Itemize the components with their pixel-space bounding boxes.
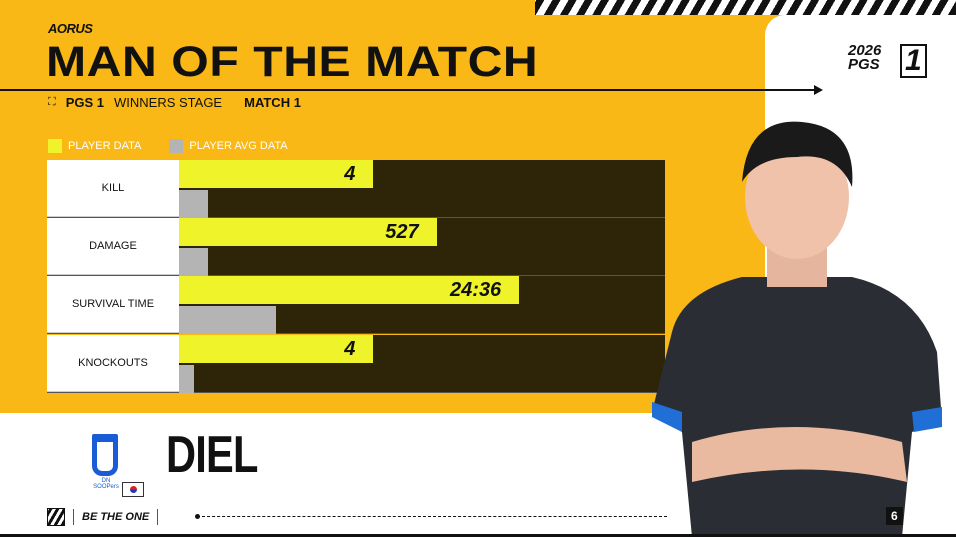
logo-name: PGS	[848, 56, 880, 73]
slogan: BE THE ONE	[73, 509, 159, 525]
avg-bar	[179, 190, 209, 218]
stat-label: KNOCKOUTS	[47, 335, 179, 392]
expand-icon: ⛶	[48, 96, 56, 108]
dotted-arrow	[195, 514, 667, 519]
legend-label: PLAYER AVG DATA	[189, 140, 288, 152]
event-name: PGS 1	[65, 95, 104, 110]
stat-row: SURVIVAL TIME 24:36	[47, 276, 665, 334]
aorus-logo: AORUS	[48, 21, 93, 36]
hazard-stripes	[535, 0, 956, 15]
footer: BE THE ONE	[47, 508, 159, 526]
stat-row: KILL 4	[47, 160, 665, 218]
player-photo	[652, 121, 942, 537]
south-korea-flag-icon	[122, 482, 144, 497]
player-bar: 4	[179, 160, 374, 188]
hatch-icon	[47, 508, 65, 526]
logo-number: 1	[900, 44, 927, 78]
breadcrumb: ⛶ PGS 1 WINNERS STAGE MATCH 1	[48, 95, 301, 110]
page-number: 6	[886, 507, 903, 525]
page-title: MAN OF THE MATCH	[46, 38, 539, 86]
player-name: DIEL	[166, 426, 258, 484]
avg-bar	[179, 306, 277, 334]
stat-label: DAMAGE	[47, 218, 179, 275]
team-name: DN SOOPers	[93, 478, 119, 490]
player-bar: 527	[179, 218, 437, 246]
team-logo	[92, 434, 118, 476]
stat-label: SURVIVAL TIME	[47, 276, 179, 333]
stage-name: WINNERS STAGE	[114, 95, 223, 110]
legend-label: PLAYER DATA	[68, 140, 142, 152]
avg-bar	[179, 248, 209, 276]
legend-swatch-player	[48, 139, 62, 153]
avg-bar	[179, 365, 194, 393]
stats-chart: KILL 4 DAMAGE 527 SURVIVAL TIME 24:36 KNOCK…	[47, 160, 665, 393]
stat-row: KNOCKOUTS 4	[47, 335, 665, 393]
pgs-logo: 2026 PGS 1	[848, 42, 927, 78]
legend-player: PLAYER DATA	[48, 139, 141, 153]
logo-year: 2026	[848, 42, 882, 59]
stat-label: KILL	[47, 160, 179, 217]
match-name: MATCH 1	[244, 95, 301, 110]
legend-swatch-avg	[169, 139, 184, 153]
legend: PLAYER DATA PLAYER AVG DATA	[48, 139, 288, 153]
legend-avg: PLAYER AVG DATA	[169, 139, 288, 153]
bottom-border	[0, 534, 956, 537]
stat-row: DAMAGE 527	[47, 218, 665, 276]
header-divider-arrow	[0, 86, 823, 94]
player-bar: 4	[179, 335, 374, 363]
player-bar: 24:36	[179, 276, 520, 304]
